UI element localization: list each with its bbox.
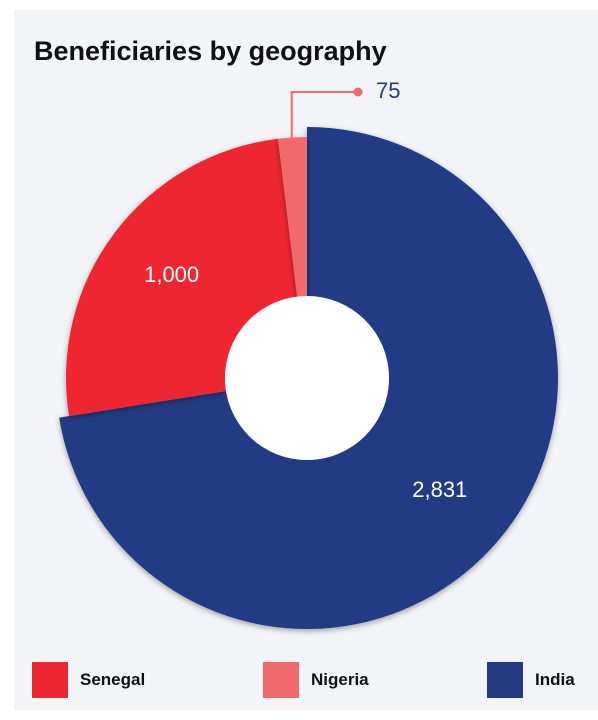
slice-senegal xyxy=(65,138,298,417)
data-label-india: 2,831 xyxy=(412,477,467,502)
donut-hole xyxy=(225,296,389,460)
data-label-senegal: 1,000 xyxy=(144,262,199,287)
legend-label-india: India xyxy=(535,670,575,689)
legend-item-senegal: Senegal xyxy=(32,662,145,698)
chart-title: Beneficiaries by geography xyxy=(34,36,387,66)
data-label-nigeria: 75 xyxy=(376,78,400,103)
legend-swatch-senegal xyxy=(32,662,68,698)
legend-item-nigeria: Nigeria xyxy=(263,662,369,698)
legend-label-nigeria: Nigeria xyxy=(311,670,369,689)
legend-swatch-nigeria xyxy=(263,662,299,698)
legend-item-india: India xyxy=(487,662,575,698)
slice-india xyxy=(59,127,559,629)
legend-label-senegal: Senegal xyxy=(80,670,146,689)
slice-nigeria xyxy=(277,137,307,297)
leader-line-nigeria xyxy=(290,91,358,143)
legend-swatch-india xyxy=(487,662,523,698)
leader-dot-nigeria xyxy=(353,87,363,97)
